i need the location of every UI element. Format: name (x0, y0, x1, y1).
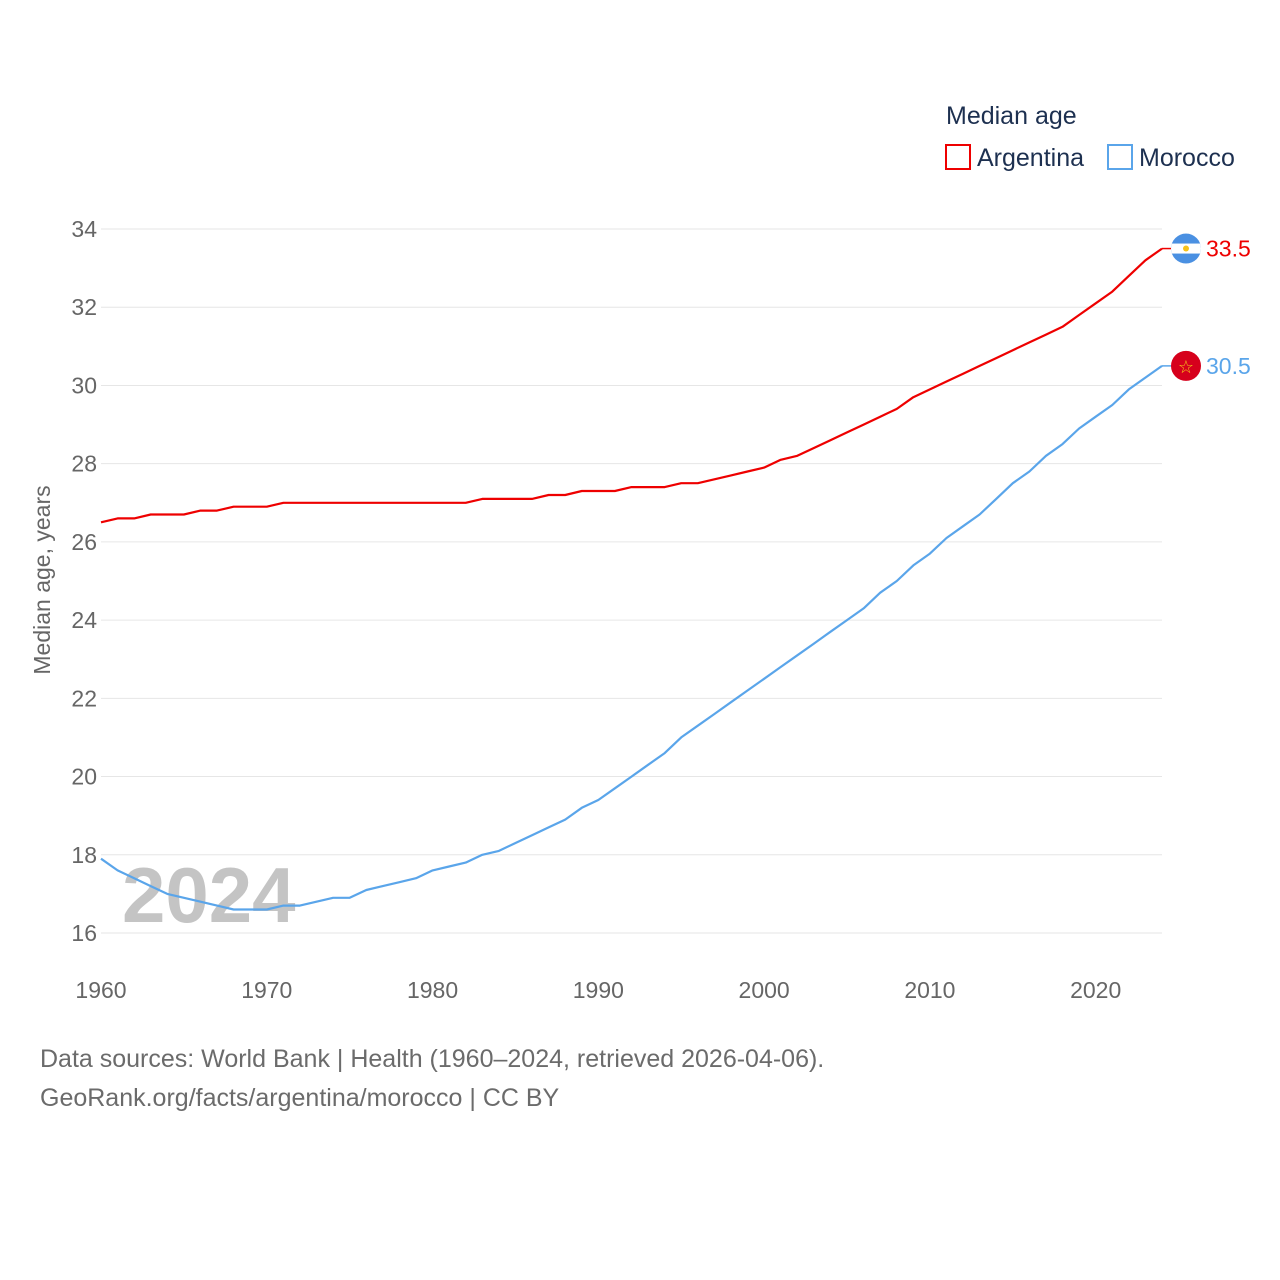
y-tick-label: 28 (71, 451, 97, 477)
y-tick-label: 18 (71, 842, 97, 868)
data-source-note: Data sources: World Bank | Health (1960–… (40, 1045, 825, 1073)
attribution-link[interactable]: GeoRank.org/facts/argentina/morocco | CC… (40, 1084, 560, 1112)
y-tick-label: 16 (71, 920, 97, 946)
legend-label-argentina: Argentina (977, 144, 1084, 172)
x-tick-label: 1970 (241, 977, 292, 1003)
x-tick-label: 2000 (739, 977, 790, 1003)
y-tick-label: 34 (71, 216, 97, 242)
y-tick-label: 30 (71, 372, 97, 398)
y-axis-label: Median age, years (29, 485, 55, 674)
x-tick-label: 2020 (1070, 977, 1121, 1003)
y-tick-label: 26 (71, 529, 97, 555)
x-tick-label: 2010 (904, 977, 955, 1003)
x-tick-label: 1990 (573, 977, 624, 1003)
legend-swatch-morocco (1107, 144, 1133, 170)
morocco-star-icon: ☆ (1178, 357, 1194, 378)
x-tick-label: 1980 (407, 977, 458, 1003)
legend-title: Median age (946, 102, 1077, 130)
end-value-label-argentina: 33.5 (1206, 236, 1251, 262)
end-value-label-morocco: 30.5 (1206, 353, 1251, 379)
year-watermark: 2024 (122, 851, 296, 939)
y-tick-label: 20 (71, 764, 97, 790)
argentina-sun-icon (1183, 245, 1189, 252)
series-line-argentina (100, 247, 1163, 524)
y-tick-label: 22 (71, 685, 97, 711)
y-tick-label: 32 (71, 294, 97, 320)
x-tick-label: 1960 (75, 977, 126, 1003)
series-line-morocco (100, 365, 1163, 911)
y-tick-label: 24 (71, 607, 97, 633)
morocco-flag-icon (1171, 350, 1201, 381)
legend-swatch-argentina (945, 144, 971, 170)
legend-label-morocco: Morocco (1139, 144, 1235, 172)
